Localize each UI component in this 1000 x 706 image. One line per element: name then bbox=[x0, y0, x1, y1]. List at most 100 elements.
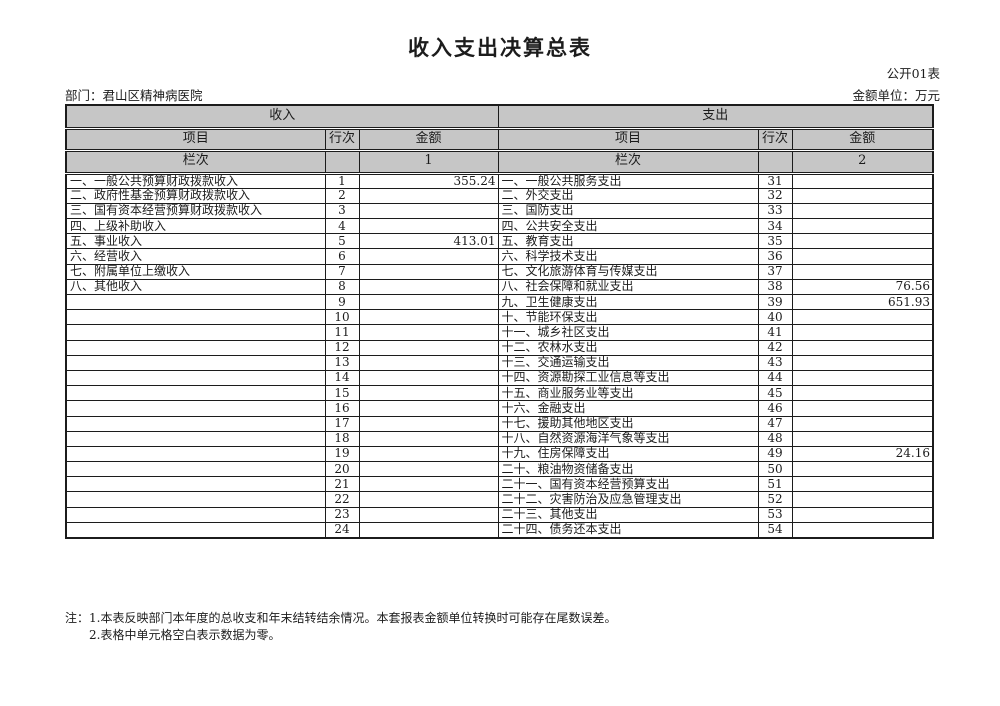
expense-item-column-header: 项目 bbox=[497, 127, 759, 152]
income-line-cell: 2 bbox=[324, 187, 360, 204]
income-expense-table: 收入 支出 项目 行次 金额 项目 行次 金额 栏次 1 栏次 2 一、一般公共… bbox=[65, 104, 934, 539]
income-item-cell bbox=[65, 309, 326, 326]
expense-item-cell: 十、节能环保支出 bbox=[497, 309, 759, 326]
expense-amount-cell bbox=[791, 248, 934, 265]
table-row: 22 二十二、灾害防治及应急管理支出 52 bbox=[65, 491, 934, 508]
expense-item-cell: 二十二、灾害防治及应急管理支出 bbox=[497, 491, 759, 508]
income-item-cell bbox=[65, 339, 326, 356]
expense-amount-cell bbox=[791, 263, 934, 280]
income-line-cell: 1 bbox=[324, 172, 360, 189]
income-line-cell: 16 bbox=[324, 400, 360, 417]
table-row: 一、一般公共预算财政拨款收入 1 355.24 一、一般公共服务支出 31 bbox=[65, 172, 934, 189]
expense-amount-column-header: 金额 bbox=[791, 127, 934, 152]
expense-item-cell: 一、一般公共服务支出 bbox=[497, 172, 759, 189]
income-item-cell: 八、其他收入 bbox=[65, 278, 326, 296]
expense-amount-cell bbox=[791, 476, 934, 493]
table-row: 20 二十、粮油物资储备支出 50 bbox=[65, 461, 934, 478]
expense-item-cell: 四、公共安全支出 bbox=[497, 218, 759, 235]
income-item-cell bbox=[65, 476, 326, 493]
expense-amount-cell bbox=[791, 415, 934, 432]
table-row: 六、经营收入 6 六、科学技术支出 36 bbox=[65, 248, 934, 265]
expense-line-cell: 54 bbox=[757, 521, 793, 539]
expense-item-cell: 二十、粮油物资储备支出 bbox=[497, 461, 759, 478]
expense-item-cell: 十一、城乡社区支出 bbox=[497, 324, 759, 341]
income-line-cell: 8 bbox=[324, 278, 360, 296]
income-line-cell: 21 bbox=[324, 476, 360, 493]
income-item-cell bbox=[65, 400, 326, 417]
expense-item-cell: 二、外交支出 bbox=[497, 187, 759, 204]
income-item-cell bbox=[65, 445, 326, 463]
expense-section-header: 支出 bbox=[497, 104, 934, 130]
income-amount-cell bbox=[358, 385, 499, 402]
income-amount-cell bbox=[358, 354, 499, 371]
income-item-cell: 六、经营收入 bbox=[65, 248, 326, 265]
expense-column-index: 2 bbox=[791, 149, 934, 175]
expense-amount-cell bbox=[791, 369, 934, 387]
income-amount-cell bbox=[358, 476, 499, 493]
expense-item-cell: 八、社会保障和就业支出 bbox=[497, 278, 759, 296]
income-line-cell: 20 bbox=[324, 461, 360, 478]
table-row: 13 十三、交通运输支出 43 bbox=[65, 354, 934, 371]
table-row: 10 十、节能环保支出 40 bbox=[65, 309, 934, 326]
table-row: 四、上级补助收入 4 四、公共安全支出 34 bbox=[65, 218, 934, 235]
income-amount-cell: 413.01 bbox=[358, 233, 499, 250]
income-item-column-header: 项目 bbox=[65, 127, 326, 152]
income-amount-cell bbox=[358, 415, 499, 432]
income-amount-cell bbox=[358, 491, 499, 508]
table-row: 16 十六、金融支出 46 bbox=[65, 400, 934, 417]
expense-item-cell: 五、教育支出 bbox=[497, 233, 759, 250]
income-line-cell: 4 bbox=[324, 218, 360, 235]
table-row: 七、附属单位上缴收入 7 七、文化旅游体育与传媒支出 37 bbox=[65, 263, 934, 280]
income-item-cell bbox=[65, 385, 326, 402]
income-item-cell: 一、一般公共预算财政拨款收入 bbox=[65, 172, 326, 189]
expense-line-cell: 45 bbox=[757, 385, 793, 402]
expense-amount-cell bbox=[791, 521, 934, 539]
expense-line-cell: 48 bbox=[757, 430, 793, 447]
expense-line-cell: 47 bbox=[757, 415, 793, 432]
expense-line-column-header: 行次 bbox=[757, 127, 793, 152]
expense-item-cell: 六、科学技术支出 bbox=[497, 248, 759, 265]
table-row: 23 二十三、其他支出 53 bbox=[65, 506, 934, 523]
expense-line-cell: 39 bbox=[757, 293, 793, 311]
expense-amount-cell bbox=[791, 172, 934, 189]
expense-amount-cell bbox=[791, 491, 934, 508]
income-item-cell bbox=[65, 354, 326, 371]
income-item-cell: 五、事业收入 bbox=[65, 233, 326, 250]
income-amount-cell bbox=[358, 293, 499, 311]
expense-item-cell: 三、国防支出 bbox=[497, 202, 759, 220]
expense-amount-cell bbox=[791, 339, 934, 356]
income-line-cell: 19 bbox=[324, 445, 360, 463]
department-label: 部门：君山区精神病医院 bbox=[65, 88, 203, 103]
expense-item-cell: 二十四、债务还本支出 bbox=[497, 521, 759, 539]
expense-line-index-cell bbox=[757, 149, 793, 175]
income-item-cell bbox=[65, 461, 326, 478]
expense-amount-cell bbox=[791, 233, 934, 250]
expense-amount-cell: 651.93 bbox=[791, 293, 934, 311]
expense-line-cell: 37 bbox=[757, 263, 793, 280]
expense-amount-cell bbox=[791, 309, 934, 326]
income-amount-cell bbox=[358, 369, 499, 387]
table-row: 17 十七、援助其他地区支出 47 bbox=[65, 415, 934, 432]
expense-line-cell: 52 bbox=[757, 491, 793, 508]
page-title: 收入支出决算总表 bbox=[408, 35, 592, 60]
table-row: 二、政府性基金预算财政拨款收入 2 二、外交支出 32 bbox=[65, 187, 934, 204]
expense-column-index-label: 栏次 bbox=[497, 149, 759, 175]
income-amount-cell bbox=[358, 263, 499, 280]
income-line-cell: 22 bbox=[324, 491, 360, 508]
expense-item-cell: 二十三、其他支出 bbox=[497, 506, 759, 523]
income-item-cell bbox=[65, 324, 326, 341]
income-amount-cell bbox=[358, 218, 499, 235]
expense-item-cell: 十八、自然资源海洋气象等支出 bbox=[497, 430, 759, 447]
income-amount-cell bbox=[358, 309, 499, 326]
expense-line-cell: 33 bbox=[757, 202, 793, 220]
expense-amount-cell bbox=[791, 461, 934, 478]
footnote-line-1: 1.本表反映部门本年度的总收支和年末结转结余情况。本套报表金额单位转换时可能存在… bbox=[89, 611, 617, 625]
table-row: 五、事业收入 5 413.01 五、教育支出 35 bbox=[65, 233, 934, 250]
expense-amount-cell: 76.56 bbox=[791, 278, 934, 296]
expense-line-cell: 49 bbox=[757, 445, 793, 463]
table-body: 收入 支出 项目 行次 金额 项目 行次 金额 栏次 1 栏次 2 一、一般公共… bbox=[65, 104, 934, 539]
expense-amount-cell: 24.16 bbox=[791, 445, 934, 463]
income-line-cell: 3 bbox=[324, 202, 360, 220]
income-amount-cell bbox=[358, 521, 499, 539]
expense-item-cell: 二十一、国有资本经营预算支出 bbox=[497, 476, 759, 493]
